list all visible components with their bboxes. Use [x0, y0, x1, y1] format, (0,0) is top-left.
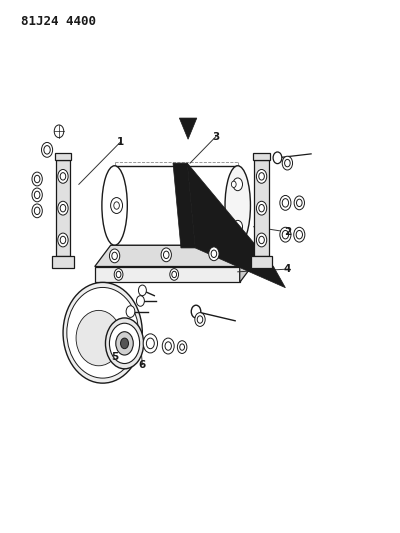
- Circle shape: [172, 271, 176, 278]
- Circle shape: [34, 207, 40, 215]
- Circle shape: [116, 332, 133, 355]
- Circle shape: [233, 220, 242, 233]
- Circle shape: [273, 152, 282, 164]
- Circle shape: [116, 271, 121, 278]
- Circle shape: [231, 181, 236, 188]
- Circle shape: [294, 227, 305, 242]
- Polygon shape: [55, 152, 71, 160]
- Circle shape: [126, 306, 135, 317]
- Circle shape: [282, 230, 288, 239]
- Circle shape: [282, 199, 288, 207]
- Polygon shape: [240, 245, 256, 282]
- Circle shape: [282, 156, 292, 170]
- Circle shape: [60, 205, 66, 212]
- Ellipse shape: [102, 166, 127, 245]
- Text: 5: 5: [111, 352, 118, 361]
- Circle shape: [34, 191, 40, 199]
- Text: 6: 6: [139, 360, 146, 369]
- Polygon shape: [254, 160, 269, 256]
- Circle shape: [58, 233, 68, 247]
- Circle shape: [111, 198, 122, 214]
- Circle shape: [110, 323, 140, 364]
- Circle shape: [136, 296, 144, 306]
- Circle shape: [161, 248, 172, 262]
- Circle shape: [162, 338, 174, 354]
- Circle shape: [256, 233, 267, 247]
- Circle shape: [259, 205, 264, 212]
- Circle shape: [259, 173, 264, 180]
- Text: 1: 1: [117, 137, 124, 147]
- Circle shape: [233, 178, 242, 191]
- Polygon shape: [187, 163, 286, 288]
- Polygon shape: [179, 118, 197, 139]
- Polygon shape: [95, 245, 256, 266]
- Circle shape: [32, 204, 42, 217]
- Circle shape: [280, 196, 291, 211]
- Circle shape: [34, 175, 40, 183]
- Circle shape: [231, 223, 236, 230]
- Circle shape: [60, 173, 66, 180]
- Circle shape: [211, 250, 217, 257]
- Circle shape: [106, 318, 144, 369]
- Circle shape: [58, 169, 68, 183]
- Circle shape: [114, 202, 119, 209]
- Circle shape: [209, 247, 219, 261]
- Circle shape: [191, 305, 201, 318]
- Text: 81J24 4400: 81J24 4400: [21, 14, 96, 28]
- Polygon shape: [52, 256, 74, 268]
- Circle shape: [146, 338, 154, 349]
- Circle shape: [164, 251, 169, 259]
- Circle shape: [177, 341, 187, 353]
- Circle shape: [259, 236, 264, 244]
- Circle shape: [42, 142, 53, 157]
- Circle shape: [197, 316, 203, 323]
- Circle shape: [195, 313, 205, 326]
- Circle shape: [112, 252, 117, 260]
- Circle shape: [170, 269, 178, 280]
- Ellipse shape: [76, 310, 121, 366]
- Circle shape: [54, 125, 64, 138]
- Circle shape: [120, 338, 128, 349]
- Polygon shape: [173, 163, 195, 248]
- Polygon shape: [251, 256, 272, 268]
- Circle shape: [256, 201, 267, 215]
- Circle shape: [294, 196, 304, 210]
- Text: 3: 3: [212, 132, 220, 142]
- Circle shape: [60, 236, 66, 244]
- Circle shape: [296, 199, 302, 207]
- Circle shape: [32, 188, 42, 202]
- Circle shape: [32, 172, 42, 186]
- Circle shape: [143, 334, 158, 353]
- Text: 2: 2: [284, 227, 291, 237]
- Ellipse shape: [225, 166, 250, 245]
- Circle shape: [44, 146, 50, 154]
- Circle shape: [285, 159, 290, 167]
- Polygon shape: [253, 152, 270, 160]
- Circle shape: [138, 285, 146, 296]
- Polygon shape: [56, 160, 70, 256]
- Circle shape: [58, 201, 68, 215]
- Circle shape: [256, 169, 267, 183]
- Circle shape: [110, 249, 120, 263]
- Circle shape: [280, 227, 291, 242]
- Circle shape: [296, 230, 302, 239]
- Circle shape: [114, 269, 123, 280]
- Ellipse shape: [63, 282, 142, 383]
- Ellipse shape: [67, 287, 138, 378]
- Circle shape: [165, 342, 172, 350]
- Polygon shape: [95, 266, 240, 282]
- Circle shape: [180, 344, 184, 350]
- Text: 4: 4: [284, 264, 291, 274]
